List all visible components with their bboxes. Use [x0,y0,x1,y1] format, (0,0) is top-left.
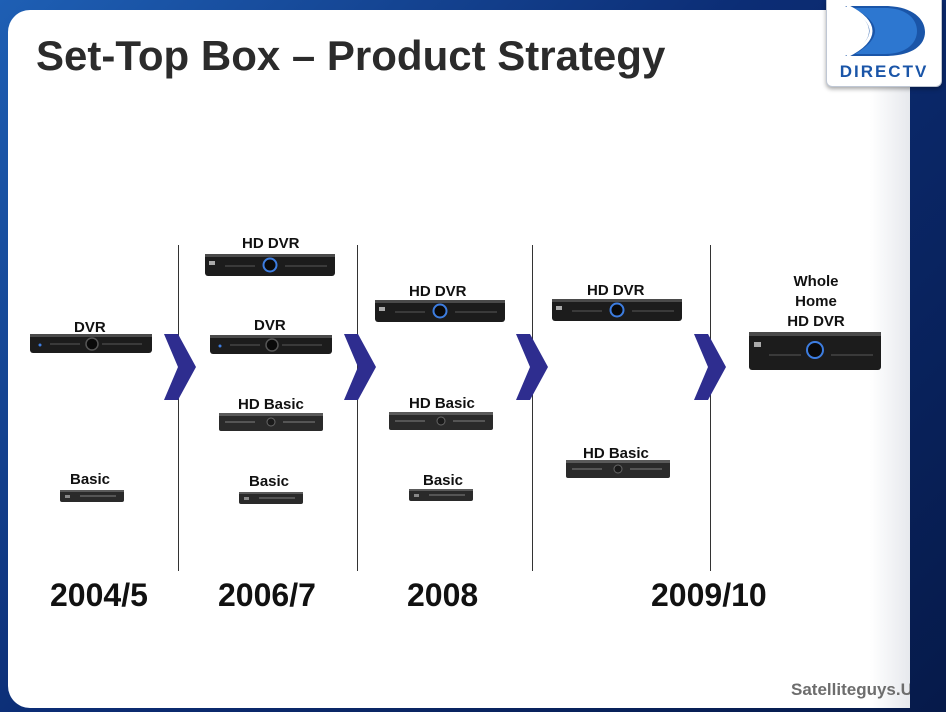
stage2-basic-label: Basic [249,473,290,490]
stage3-basic-label: Basic [423,472,464,489]
arrow-right-icon [164,334,196,400]
stage1-dvr-label: DVR [74,319,106,336]
page-title: Set-Top Box – Product Strategy [36,32,666,79]
timeline-divider-2 [357,245,358,571]
arrow-right-icon [516,334,548,400]
basic-receiver-icon [60,490,124,502]
timeline-divider-4 [710,245,711,571]
logo-text: DIRECTV [839,62,929,81]
stage4-hd-dvr-label: HD DVR [587,282,645,299]
stage3-hd-dvr-label: HD DVR [409,283,467,300]
year-label: 2009/10 [651,577,767,613]
year-label: 2004/5 [50,577,148,613]
basic-receiver-icon [239,492,303,504]
hd-dvr-receiver-icon [552,299,682,321]
stage2-dvr-label: DVR [254,317,286,334]
dvr-receiver-icon [210,335,332,354]
hd-basic-receiver-icon [219,413,323,431]
stage3-hd-basic-label: HD Basic [409,395,475,412]
year-label: 2008 [407,577,479,613]
basic-receiver-icon [409,489,473,501]
hd-dvr-receiver-icon [205,254,335,276]
slide-canvas: Set-Top Box – Product Strategy DVR Basic… [8,10,910,708]
hd-dvr-receiver-icon [375,300,505,322]
directv-logo-mark-icon [845,4,925,58]
arrow-right-icon [344,334,376,400]
whole-home-line1: Whole [793,273,839,290]
watermark: Satelliteguys.US [791,680,910,699]
arrow-right-icon [694,334,726,400]
dvr-receiver-icon [30,334,152,353]
whole-home-line2: Home [795,293,837,310]
timeline-divider-3 [532,245,533,571]
hd-basic-receiver-icon [389,412,493,430]
stage2-hd-basic-label: HD Basic [238,396,304,413]
timeline-divider-1 [178,245,179,571]
stage1-basic-label: Basic [70,471,111,488]
directv-logo: DIRECTV [826,0,942,87]
year-label: 2006/7 [218,577,316,613]
whole-home-hd-dvr-receiver-icon [749,332,881,370]
whole-home-line3: HD DVR [787,313,845,330]
hd-basic-receiver-icon [566,460,670,478]
stage4-hd-basic-label: HD Basic [583,445,649,462]
stage2-hd-dvr-label: HD DVR [242,235,300,252]
